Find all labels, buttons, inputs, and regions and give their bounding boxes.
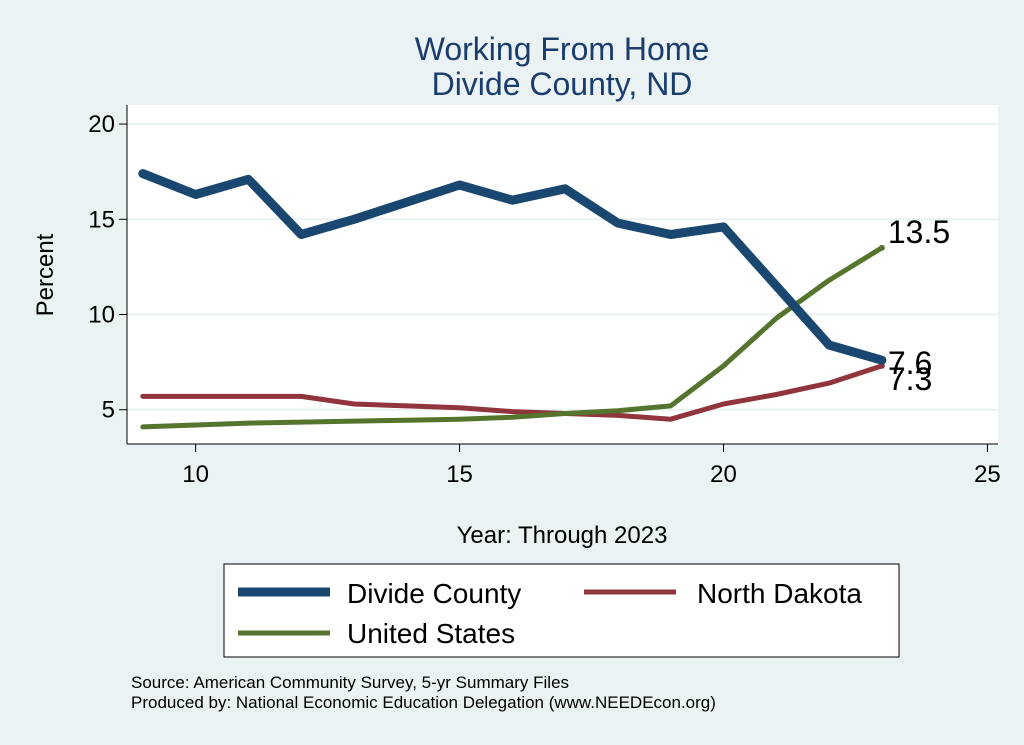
legend-label-divide-county: Divide County <box>347 578 521 609</box>
end-label-united-states: 13.5 <box>888 214 950 250</box>
legend-box <box>223 563 900 658</box>
legend-label-united-states: United States <box>347 618 515 649</box>
y-tick-label-20: 20 <box>88 111 115 138</box>
legend: Divide County North Dakota United States <box>223 563 900 658</box>
series-line-divide-county <box>138 169 887 365</box>
x-tick-label-20: 20 <box>710 461 737 488</box>
x-tick-label-25: 25 <box>974 461 1001 488</box>
series-end-marker-united-states <box>878 244 885 251</box>
series-line-north-dakota <box>140 363 885 422</box>
series-end-marker-divide-county <box>878 357 885 364</box>
series-lines <box>138 169 887 430</box>
x-tick-label-15: 15 <box>446 461 473 488</box>
plot-area <box>127 105 998 444</box>
legend-label-north-dakota: North Dakota <box>697 578 862 609</box>
x-tick-label-10: 10 <box>182 461 209 488</box>
end-labels: 7.67.3 13.5 <box>888 214 950 397</box>
gridlines <box>127 123 998 411</box>
y-tick-label-10: 10 <box>88 301 115 328</box>
y-tick-label-15: 15 <box>88 206 115 233</box>
series-line-united-states <box>140 245 885 430</box>
y-tick-label-5: 5 <box>102 397 115 424</box>
x-axis-label: Year: Through 2023 <box>457 522 668 549</box>
produced-by-note: Produced by: National Economic Education… <box>131 693 716 712</box>
chart-title-line-1: Working From Home <box>415 31 710 67</box>
chart-title-line-2: Divide County, ND <box>432 66 693 102</box>
y-axis-label: Percent <box>32 233 59 316</box>
end-label-north-dakota: 7.3 <box>888 361 932 397</box>
end-label-divide-county: 7.6 <box>888 345 932 381</box>
axes: 5 10 15 20 10 15 20 25 <box>88 105 1001 488</box>
source-note: Source: American Community Survey, 5-yr … <box>131 673 569 692</box>
